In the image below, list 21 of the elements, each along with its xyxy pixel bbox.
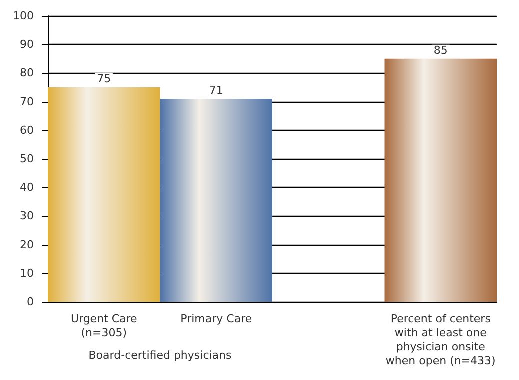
y-tick-label: 20 [20, 238, 34, 252]
y-tick-label: 60 [20, 124, 34, 137]
x-tick-label: Urgent Care (n=305) [70, 312, 138, 340]
y-tick-label: 30 [20, 210, 34, 223]
y-tick-label: 100 [13, 10, 34, 22]
y-tick-label: 0 [27, 296, 34, 308]
y-tick-label: 10 [20, 266, 34, 280]
data-label: 85 [434, 44, 448, 57]
y-tick-label: 70 [20, 95, 34, 108]
y-tick-label: 50 [20, 152, 34, 166]
y-tick-label: 90 [20, 38, 34, 52]
bar [160, 98, 272, 302]
y-tick-label: 40 [20, 181, 34, 194]
data-label: 75 [97, 72, 112, 86]
x-tick-label: Percent of centers with at least one physician onsite when open (n=433) [386, 312, 496, 368]
data-label: 71 [209, 84, 224, 97]
bar [48, 88, 160, 302]
text: Board-certified physicians [88, 349, 232, 362]
y-tick-label: 80 [20, 66, 34, 80]
bar [384, 58, 497, 302]
x-tick-label: Primary Care [180, 312, 252, 326]
